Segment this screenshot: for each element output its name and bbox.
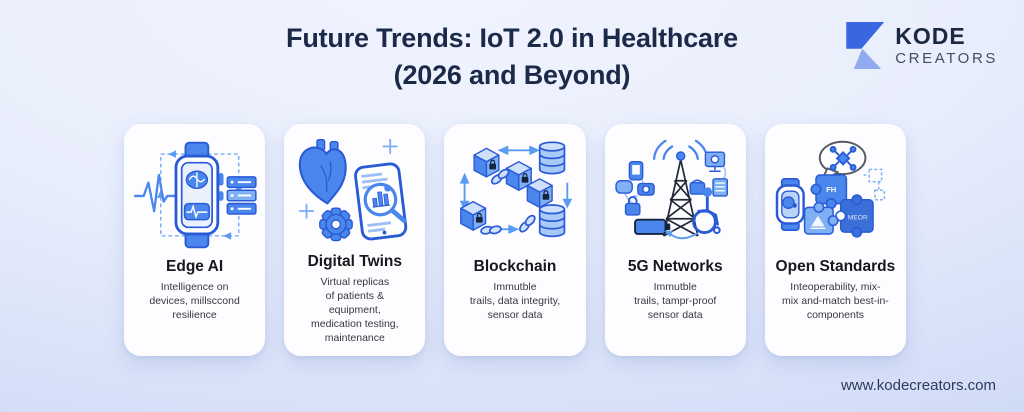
page-title: Future Trends: IoT 2.0 in Healthcare (20…	[0, 20, 1024, 94]
open-standards-puzzle-icon: FH MEOR	[776, 140, 886, 238]
title-line-1: Future Trends: IoT 2.0 in Healthcare	[286, 23, 738, 53]
trend-cards-row: Edge AI Intelligence on devices, millscc…	[124, 124, 907, 356]
card-description: Immutble trails, tampr-proof sensor data	[634, 281, 717, 321]
card-edge-ai: Edge AI Intelligence on devices, millscc…	[124, 124, 266, 356]
card-description: Virtual replicas of patients & equipment…	[311, 276, 399, 345]
digital-twins-heart-tablet-icon	[298, 138, 408, 241]
card-blockchain: Blockchain Immutble trails, data integri…	[444, 124, 586, 356]
card-title: Blockchain	[473, 258, 557, 275]
edge-ai-smartwatch-icon	[133, 141, 257, 249]
card-title: Open Standards	[775, 258, 896, 275]
open-standards-icon: FH MEOR	[772, 134, 898, 256]
card-description: Intelligence on devices, millsccond resi…	[149, 281, 240, 321]
puzzle-label-meor: MEOR	[848, 215, 868, 222]
card-digital-twins: Digital Twins Virtual replicas of patien…	[284, 124, 426, 356]
digital-twins-icon	[292, 134, 418, 251]
card-description: Immutble trails, data integrity, sensor …	[469, 281, 561, 321]
website-url: www.kodecreators.com	[840, 377, 996, 394]
card-description: Inteoperability, mix- mix and-match best…	[782, 281, 889, 321]
brand-name-bottom: CREATORS	[895, 49, 998, 67]
card-5g-networks: 5G Networks Immutble trails, tampr-proof…	[604, 124, 746, 356]
5g-networks-icon	[612, 134, 738, 256]
card-title: 5G Networks	[627, 258, 723, 275]
blockchain-cubes-icon	[459, 141, 573, 238]
title-line-2: (2026 and Beyond)	[393, 60, 631, 90]
brand-name-top: KODE	[895, 22, 966, 49]
card-open-standards: FH MEOR Open Standards Inteoperability, …	[764, 124, 907, 356]
kode-creators-logo-icon	[846, 22, 885, 69]
card-title: Digital Twins	[307, 253, 403, 271]
puzzle-label-fh: FH	[827, 185, 837, 194]
5g-tower-icon	[615, 139, 729, 240]
brand-logo: KODE CREATORS	[846, 22, 998, 69]
brand-wordmark: KODE CREATORS	[895, 24, 998, 67]
edge-ai-icon	[132, 134, 258, 256]
card-title: Edge AI	[166, 258, 224, 275]
blockchain-icon	[452, 134, 578, 256]
